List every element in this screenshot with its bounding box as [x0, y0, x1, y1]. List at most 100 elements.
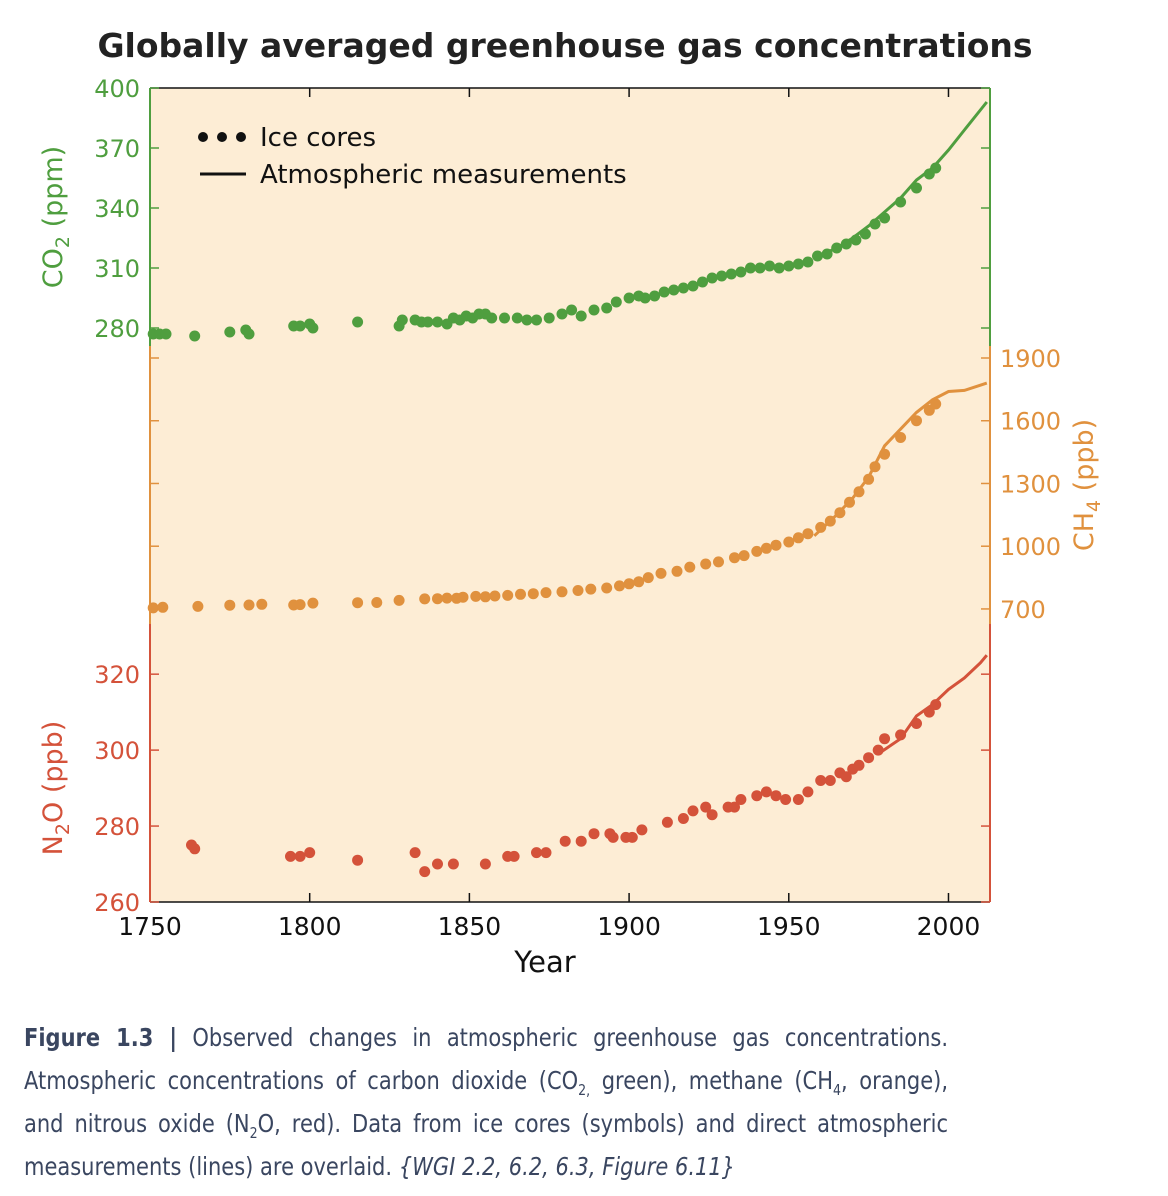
n2o-ice-core-point [700, 801, 712, 813]
co2-ice-core-point [840, 238, 852, 250]
n2o-ice-core-point [751, 790, 763, 802]
co2-ice-core-point [543, 312, 555, 324]
n2o-label-tail: O [38, 802, 69, 823]
chart: Globally averaged greenhouse gas concent… [38, 26, 1105, 979]
co2-ice-core-point [601, 302, 613, 314]
ch4-ice-core-point [479, 591, 491, 603]
ch4-ice-core-point [256, 598, 268, 610]
legend-ice-dot [217, 132, 227, 142]
n2o-ice-core-point [607, 831, 619, 843]
co2-ice-core-point [352, 316, 364, 328]
co2-ice-core-point [773, 262, 785, 274]
ch4-label-sub: 4 [1083, 500, 1105, 512]
ch4-ice-core-point [489, 590, 501, 602]
ch4-ice-core-point [802, 528, 814, 540]
co2-ice-core-point [623, 292, 635, 304]
ch4-ice-core-point [572, 585, 584, 596]
co2-ice-core-point [859, 228, 871, 240]
ch4-ice-core-point [633, 576, 645, 588]
n2o-ice-core-point [824, 775, 836, 786]
n2o-ice-core-point [508, 850, 520, 862]
co2-label-main: CO [38, 248, 69, 288]
n2o-ice-core-point [540, 847, 552, 859]
n2o-ice-core-point [677, 813, 689, 824]
co2-y-tick-label: 370 [94, 135, 140, 163]
x-tick-label: 1850 [438, 912, 502, 941]
caption-sub-2: 4 [832, 1081, 842, 1099]
n2o-ice-core-point [853, 759, 865, 771]
co2-ice-core-point [783, 260, 795, 272]
co2-ice-core-point [677, 282, 689, 294]
ch4-ice-core-point [432, 593, 443, 605]
ch4-ice-core-point [419, 593, 431, 605]
co2-ice-core-point [706, 272, 718, 284]
n2o-ice-core-point [626, 831, 638, 843]
co2-ice-core-point [588, 304, 600, 316]
ch4-ice-core-point [540, 587, 552, 599]
co2-ice-core-point [531, 314, 542, 326]
n2o-ice-core-point [729, 801, 740, 813]
co2-y-tick-label: 340 [94, 195, 140, 223]
co2-ice-core-point [566, 304, 578, 316]
co2-y-tick-label: 400 [94, 75, 140, 103]
n2o-ice-core-point [863, 752, 875, 764]
ch4-ice-core-point [470, 590, 482, 602]
co2-ice-core-point [556, 308, 568, 320]
ch4-y-tick-label: 1900 [1000, 345, 1061, 373]
ch4-ice-core-point [294, 599, 306, 611]
legend: Ice cores Atmospheric measurements [198, 123, 627, 190]
ch4-ice-core-point [824, 515, 836, 527]
ch4-ice-core-point [655, 567, 667, 579]
co2-ice-core-point [396, 314, 408, 326]
n2o-ice-core-point [879, 733, 891, 745]
n2o-y-axis-label: N2O (ppb) [38, 721, 74, 856]
x-axis-label: Year [513, 945, 575, 979]
co2-ice-core-point [850, 234, 862, 246]
n2o-ice-core-point [661, 816, 673, 828]
co2-ice-core-point [697, 276, 708, 288]
n2o-ice-core-point [432, 858, 443, 870]
ch4-y-tick-label: 1600 [1000, 408, 1061, 436]
co2-ice-core-point [687, 280, 699, 292]
ch4-label-main: CH [1069, 512, 1100, 551]
legend-ice-dot [198, 132, 208, 142]
ch4-ice-core-point [770, 539, 782, 551]
caption-text-3: , orange), and nitrous oxide (N [24, 1066, 948, 1138]
x-tick-label: 1800 [278, 912, 342, 941]
chart-title: Globally averaged greenhouse gas concent… [97, 26, 1032, 65]
n2o-ice-core-point [559, 835, 571, 847]
ch4-ice-core-point [760, 542, 772, 554]
co2-ice-core-point [160, 328, 172, 340]
n2o-ice-core-point [636, 824, 648, 836]
co2-ice-core-point [869, 218, 881, 230]
ch4-y-axis-label: CH4 (ppb) [1069, 419, 1105, 551]
co2-ice-core-point [294, 320, 306, 332]
ch4-ice-core-point [556, 586, 568, 598]
ch4-ice-core-point [792, 532, 804, 544]
n2o-y-tick-label: 260 [94, 889, 140, 917]
n2o-y-tick-label: 280 [94, 813, 140, 841]
co2-ice-core-point [224, 326, 236, 338]
co2-ice-core-point [754, 262, 766, 274]
ch4-ice-core-point [371, 597, 383, 608]
ch4-ice-core-point [157, 601, 169, 613]
co2-ice-core-point [521, 314, 533, 326]
ch4-ice-core-point [751, 545, 763, 557]
caption-reference: {WGI 2.2, 6.2, 6.3, Figure 6.11} [398, 1152, 736, 1181]
co2-atmospheric-line [813, 101, 988, 260]
x-tick-label: 1950 [757, 912, 821, 941]
co2-ice-core-point [649, 290, 661, 302]
co2-ice-core-point [735, 266, 747, 278]
ch4-ice-core-point [684, 561, 696, 573]
ch4-ice-core-point [642, 572, 654, 584]
ch4-ice-core-point [601, 582, 613, 594]
ch4-ice-core-point [192, 600, 204, 612]
co2-ice-core-point [658, 286, 670, 298]
ch4-y-tick-label: 1300 [1000, 470, 1061, 498]
caption-label: Figure 1.3 | [24, 1023, 177, 1052]
n2o-ice-core-point [304, 847, 316, 859]
caption-text-1: Observed changes in atmospheric greenhou… [24, 1023, 949, 1095]
ch4-label-unit: (ppb) [1069, 419, 1100, 500]
n2o-ice-core-point [588, 828, 600, 840]
n2o-ice-core-point [189, 843, 201, 855]
